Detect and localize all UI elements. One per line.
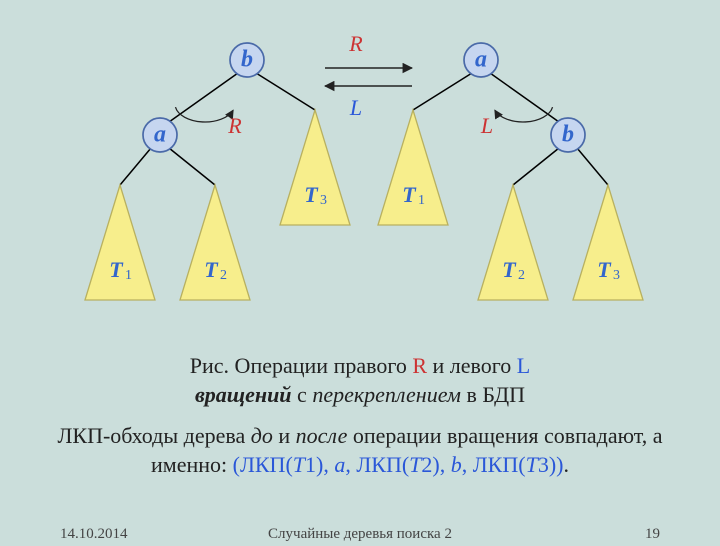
svg-text:T: T [597,257,612,282]
svg-text:T: T [204,257,219,282]
svg-text:T: T [502,257,517,282]
svg-text:1: 1 [418,193,425,208]
slide: T1T2T3baRT1T2T3abLRL Рис. Операции право… [0,0,720,540]
svg-text:R: R [227,113,242,138]
footer-title: Случайные деревья поиска 2 [0,526,720,543]
svg-text:b: b [241,47,253,73]
svg-text:3: 3 [613,268,620,283]
svg-text:a: a [475,47,487,73]
svg-text:T: T [109,257,124,282]
svg-text:R: R [348,31,363,56]
svg-text:a: a [154,122,166,148]
figure-caption: Рис. Операции правого R и левого Lвращен… [0,352,720,409]
svg-text:T: T [402,182,417,207]
footer-page: 19 [645,526,660,543]
svg-text:2: 2 [220,268,227,283]
svg-text:L: L [349,95,362,120]
svg-text:3: 3 [320,193,327,208]
svg-text:b: b [562,122,574,148]
svg-text:T: T [304,182,319,207]
svg-text:2: 2 [518,268,525,283]
svg-text:L: L [480,113,493,138]
explanation-text: ЛКП-обходы дерева до и после операции вр… [0,422,720,479]
svg-text:1: 1 [125,268,132,283]
